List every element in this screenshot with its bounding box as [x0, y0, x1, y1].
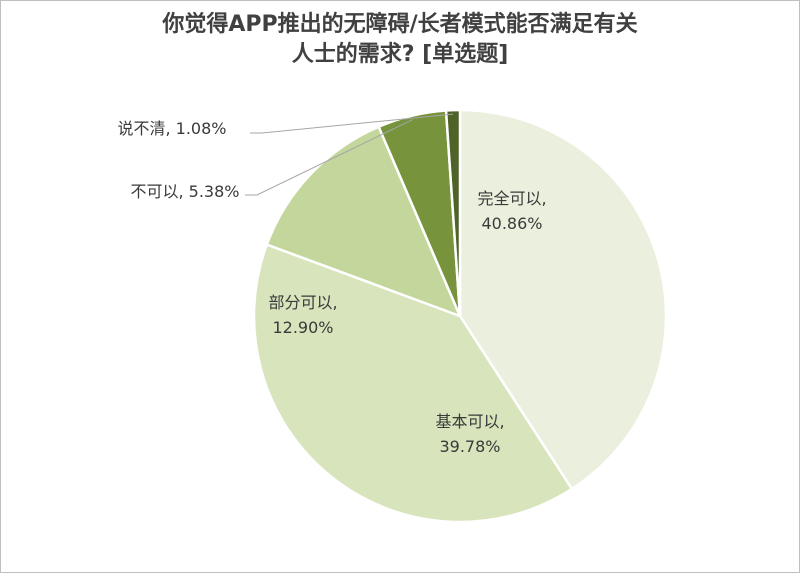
chart-title: 你觉得APP推出的无障碍/长者模式能否满足有关 人士的需求? [单选题] [0, 10, 800, 70]
slice-label-1: 完全可以, [477, 189, 546, 208]
pie-slice-2 [252, 242, 574, 524]
chart-title-line-1: 你觉得APP推出的无障碍/长者模式能否满足有关 [162, 12, 638, 37]
slice-label-3: 部分可以, [268, 293, 337, 312]
leader-line-4 [245, 119, 413, 196]
slice-value-3: 12.90% [272, 318, 333, 337]
slice-label-4: 不可以, 5.38% [130, 182, 239, 201]
slice-label-2: 基本可以, [435, 412, 504, 431]
pie-slice-5 [444, 108, 462, 317]
chart-title-line-2: 人士的需求? [单选题] [291, 42, 509, 67]
slice-label-5: 说不清, 1.08% [117, 119, 226, 138]
pie-slice-3 [265, 125, 463, 319]
slice-value-2: 39.78% [439, 437, 500, 456]
slice-value-1: 40.86% [481, 214, 542, 233]
leader-line-5 [250, 113, 454, 134]
